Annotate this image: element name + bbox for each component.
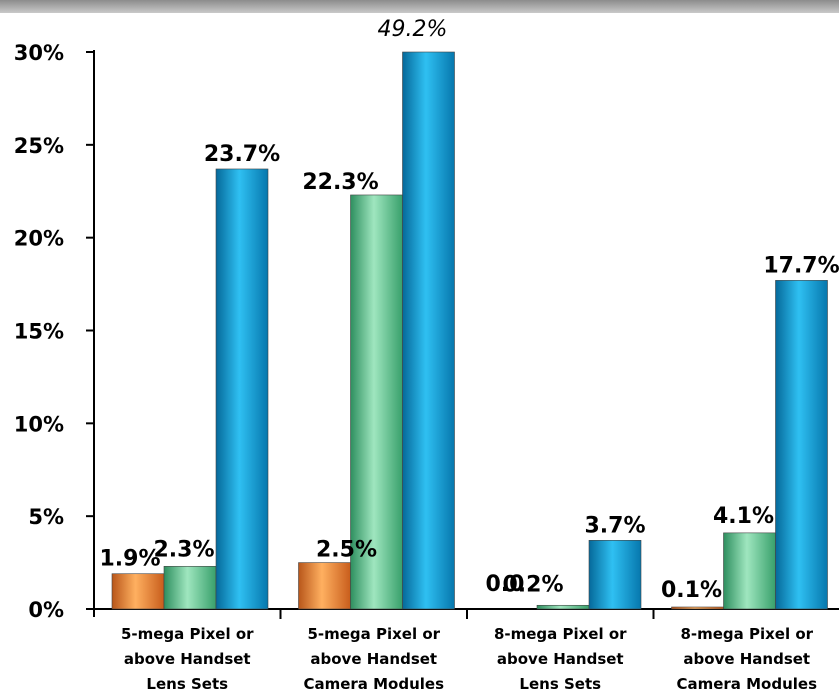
data-label-series-3-cat-1: 23.7% — [204, 142, 280, 167]
data-label-series-2-cat-3: 0.2% — [502, 572, 563, 597]
x-category-label: Camera Modules — [676, 675, 817, 693]
x-category-label: 5-mega Pixel or — [307, 625, 440, 643]
x-category-label: above Handset — [683, 650, 810, 668]
bar-series-2-cat-1 — [163, 565, 217, 610]
bar-series-1-cat-2 — [298, 562, 351, 610]
data-labels: 1.9% 2.5% 0.0 0.1% 2.3% 22.3% 0.2% 4.1% 23.7% 49.… — [99, 17, 839, 603]
y-tick-label: 15% — [14, 320, 64, 344]
y-tick-label: 20% — [14, 227, 64, 251]
y-tick-label: 0% — [28, 598, 64, 622]
data-label-series-3-cat-4: 17.7% — [763, 253, 839, 278]
x-category-label: Lens Sets — [519, 675, 601, 693]
bar-series-1-cat-4 — [671, 606, 724, 610]
bar-series-2-cat-4 — [723, 532, 776, 610]
y-tick-label: 10% — [14, 412, 64, 436]
data-label-series-1-cat-2: 2.5% — [316, 538, 377, 563]
data-label-series-2-cat-2: 22.3% — [302, 170, 378, 195]
y-tick-label: 30% — [14, 41, 64, 65]
bar-series-3-cat-4 — [775, 280, 828, 610]
bar-series-3-cat-2 — [402, 51, 455, 610]
y-tick-label: 25% — [14, 134, 64, 158]
data-label-series-1-cat-3: 0.0 — [486, 572, 525, 597]
x-category-label: above Handset — [124, 650, 251, 668]
x-category-label: Camera Modules — [303, 675, 444, 693]
bars — [111, 51, 828, 610]
data-label-series-2-cat-4: 4.1% — [713, 504, 774, 529]
data-label-series-1-cat-1: 1.9% — [99, 547, 160, 572]
data-label-series-1-cat-4: 0.1% — [661, 578, 722, 603]
data-label-series-2-cat-1: 2.3% — [153, 537, 214, 562]
x-category-label: Lens Sets — [146, 675, 228, 693]
x-category-label: 5-mega Pixel or — [121, 625, 254, 643]
bar-series-2-cat-3 — [536, 604, 590, 610]
bar-series-3-cat-3 — [588, 540, 642, 610]
x-category-label: above Handset — [310, 650, 437, 668]
y-tick-label: 5% — [28, 505, 64, 529]
bar-series-1-cat-1 — [111, 573, 165, 610]
bar-series-2-cat-2 — [350, 194, 403, 610]
x-category-label: 8-mega Pixel or — [494, 625, 627, 643]
x-category-label: above Handset — [497, 650, 624, 668]
bar-series-3-cat-1 — [215, 168, 269, 610]
axes: 0% 5% 10% 15% 20% 25% 30% 5-mega Pixel or above … — [14, 41, 839, 693]
data-label-series-3-cat-3: 3.7% — [584, 513, 645, 538]
x-category-label: 8-mega Pixel or — [680, 625, 813, 643]
data-label-series-3-cat-2: 49.2% — [378, 17, 448, 42]
window-top-bar — [0, 0, 839, 13]
